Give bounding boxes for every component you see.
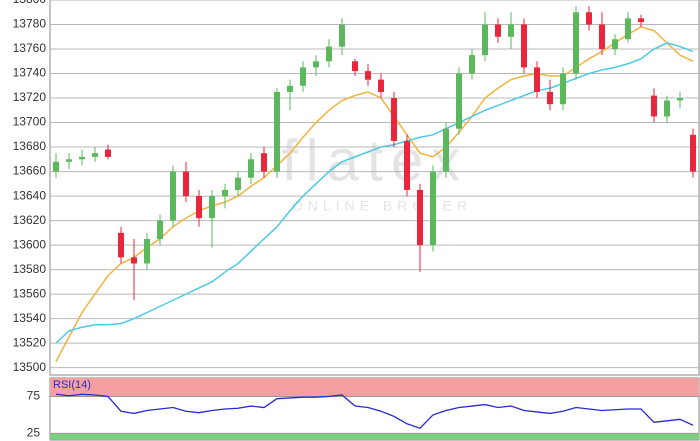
candle-body (391, 98, 397, 141)
price-panel (49, 0, 700, 376)
candle-body (651, 95, 657, 117)
candle-body (144, 238, 150, 264)
candle-body (313, 61, 319, 68)
y-tick-label: 13540 (13, 311, 47, 325)
candle-body (495, 24, 501, 37)
watermark: flatex (282, 128, 469, 193)
moving-average (55, 42, 694, 344)
candle-body (378, 79, 384, 92)
candle-body (417, 189, 423, 246)
candle-body (521, 24, 527, 68)
candle-body (482, 24, 488, 56)
y-tick-label: 13640 (13, 188, 47, 202)
candle-body (547, 91, 553, 105)
candle-body (599, 24, 605, 50)
y-tick-label: 13620 (13, 213, 47, 227)
y-tick-label: 13720 (13, 90, 47, 104)
candle-body (534, 67, 540, 92)
y-tick-label: 25 (27, 426, 41, 440)
candle-body (456, 73, 462, 129)
candle-body (222, 189, 228, 197)
candle-body (690, 134, 696, 172)
candle-body (105, 149, 111, 157)
candle-body (300, 67, 306, 86)
candle-body (66, 159, 72, 162)
candle-body (625, 18, 631, 40)
candle-body (92, 153, 98, 157)
y-tick-label: 13760 (13, 41, 47, 55)
candle-body (664, 100, 670, 117)
candle-body (53, 161, 59, 172)
candle-body (404, 140, 410, 190)
candle-body (274, 91, 280, 172)
candle-body (573, 12, 579, 74)
candle-body (248, 159, 254, 178)
y-tick-label: 75 (27, 389, 41, 403)
y-tick-label: 13500 (13, 360, 47, 374)
y-tick-label: 13740 (13, 66, 47, 80)
candle-body (586, 12, 592, 25)
y-tick-label: 13660 (13, 164, 47, 178)
candle-body (326, 46, 332, 62)
y-tick-label: 13520 (13, 335, 47, 349)
candle-body (157, 220, 163, 239)
watermark-sub: ONLINE BROKER (292, 198, 472, 214)
y-tick-label: 13800 (13, 0, 47, 6)
candle-body (131, 257, 137, 264)
candle-body (508, 24, 514, 37)
y-tick-label: 13580 (13, 262, 47, 276)
candle-body (469, 55, 475, 74)
y-tick-label: 13680 (13, 139, 47, 153)
candle-body (352, 61, 358, 72)
candle-body (261, 153, 267, 172)
candle-body (196, 196, 202, 219)
candle-body (339, 24, 345, 47)
candle-body (183, 171, 189, 197)
rsi-title: RSI(14) (53, 379, 91, 391)
candle-body (430, 171, 436, 246)
candle-body (443, 128, 449, 172)
y-tick-label: 13700 (13, 115, 47, 129)
oversold-band (50, 433, 699, 440)
candle-body (79, 156, 85, 160)
candle-body (209, 196, 215, 219)
candle-body (118, 232, 124, 258)
y-tick-label: 13600 (13, 237, 47, 251)
candle-body (365, 71, 371, 80)
rsi-line (55, 393, 694, 429)
candle-body (612, 39, 618, 50)
candle-body (235, 177, 241, 190)
candle-body (287, 85, 293, 92)
overbought-band (50, 378, 699, 397)
candle-body (560, 73, 566, 105)
candle-body (677, 98, 683, 101)
candle-body (170, 171, 176, 221)
candle-body (638, 18, 644, 23)
y-tick-label: 13780 (13, 17, 47, 31)
y-tick-label: 13560 (13, 286, 47, 300)
